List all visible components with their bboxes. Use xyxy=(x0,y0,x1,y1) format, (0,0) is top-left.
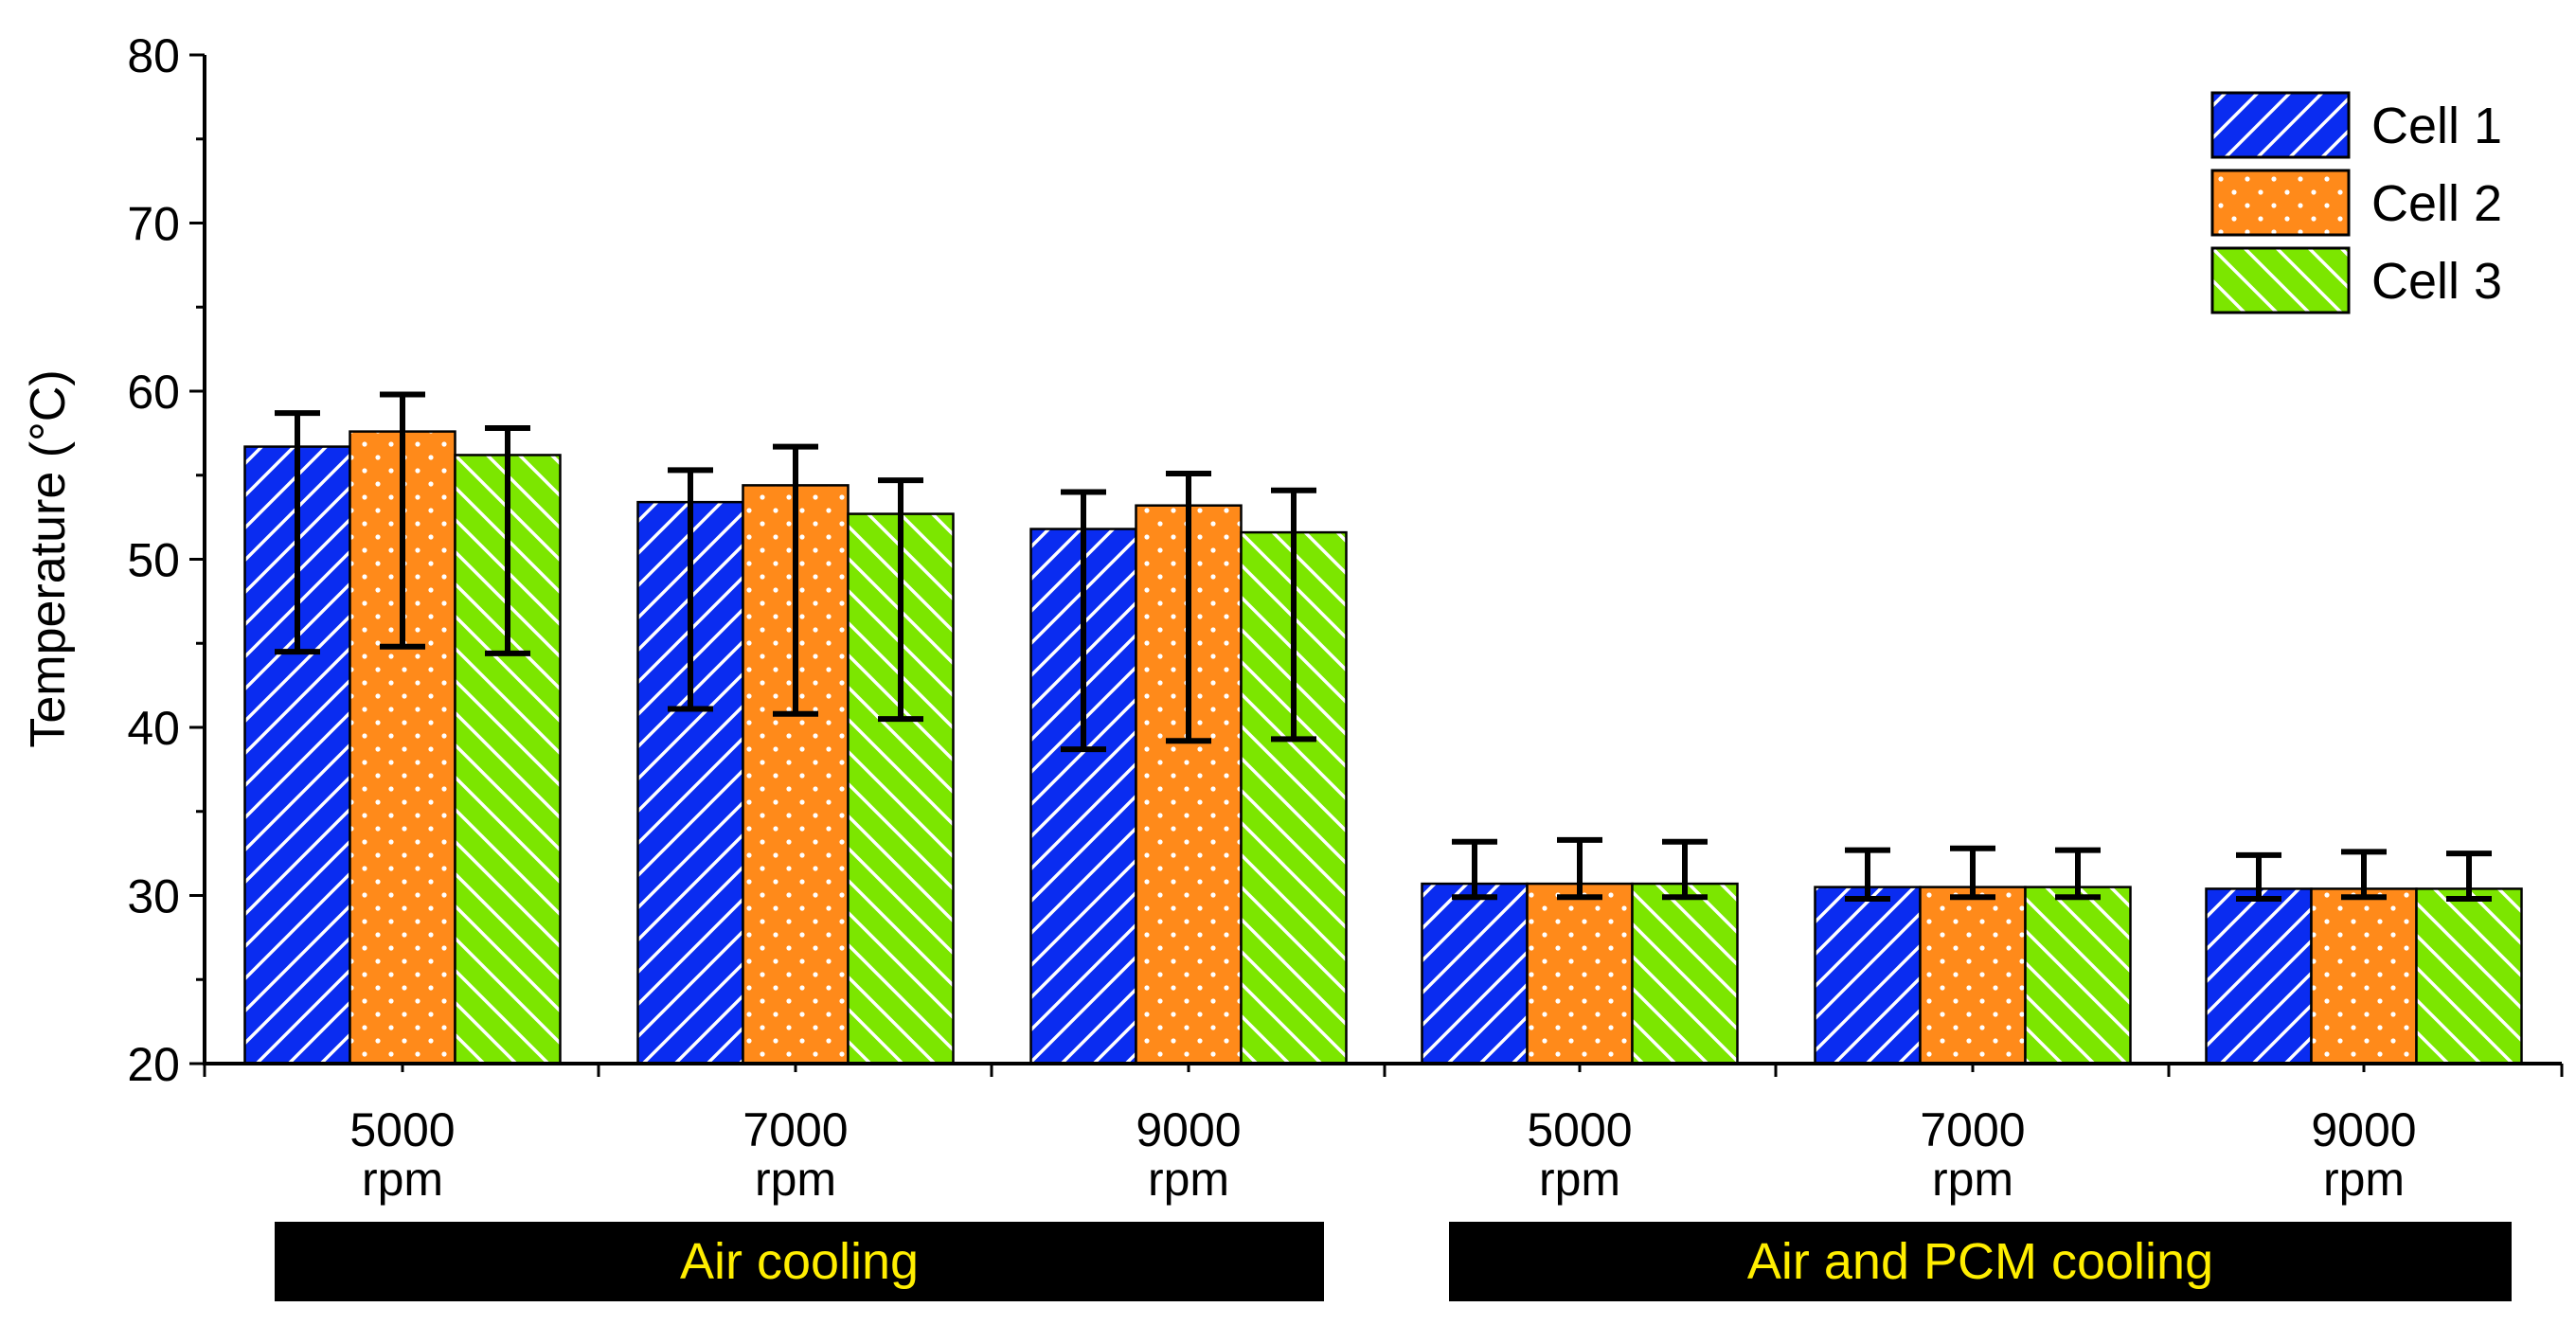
group-label-text: Air cooling xyxy=(680,1233,919,1290)
bar-cell-1-cat-4 xyxy=(1421,882,1529,1065)
legend-swatch xyxy=(2210,91,2351,159)
bars-layer xyxy=(243,430,2523,1065)
legend-item-cell-1: Cell 1 xyxy=(2210,91,2502,159)
x-tick-label-value: 9000 xyxy=(2311,1103,2416,1156)
legend-item-cell-2: Cell 2 xyxy=(2210,169,2502,237)
error-bar-cell-2-cat-1 xyxy=(380,391,425,650)
x-ticks: 5000rpm7000rpm9000rpm5000rpm7000rpm9000r… xyxy=(203,1064,2564,1206)
x-tick-label-value: 7000 xyxy=(742,1103,848,1156)
y-axis-label: Temperature (°C) xyxy=(21,369,76,747)
legend-label: Cell 1 xyxy=(2371,98,2502,154)
group-label-box xyxy=(1449,1222,2512,1301)
x-tick-label-unit: rpm xyxy=(1148,1153,1229,1206)
error-bar-cell-3-cat-3 xyxy=(1271,487,1316,743)
y-tick-label: 20 xyxy=(127,1038,180,1091)
bar-cell-3-cat-6 xyxy=(2415,887,2523,1065)
group-1: Air cooling xyxy=(275,1222,1324,1301)
error-bar-cell-2-cat-6 xyxy=(2341,849,2387,901)
y-tick-label: 30 xyxy=(127,870,180,923)
error-bar-cell-1-cat-6 xyxy=(2236,851,2281,903)
x-tick-label-value: 7000 xyxy=(1920,1103,2025,1156)
error-bar-cell-2-cat-5 xyxy=(1950,845,1995,901)
bar-cell-2-cat-6 xyxy=(2310,887,2418,1065)
bar-cell-3-cat-4 xyxy=(1631,882,1739,1065)
error-bar-cell-1-cat-2 xyxy=(668,467,713,712)
error-bar-cell-3-cat-4 xyxy=(1662,838,1708,901)
y-tick-label: 70 xyxy=(127,198,180,251)
y-tick-label: 80 xyxy=(127,29,180,82)
y-tick-label: 40 xyxy=(127,702,180,755)
legend-swatch xyxy=(2210,246,2351,314)
legend: Cell 1 Cell 2 Cell 3 xyxy=(2210,91,2502,314)
error-bar-cell-2-cat-4 xyxy=(1557,836,1602,901)
bar-cell-2-cat-4 xyxy=(1526,882,1634,1065)
legend-item-cell-3: Cell 3 xyxy=(2210,246,2502,314)
error-bar-cell-2-cat-2 xyxy=(773,443,818,717)
x-tick-label-unit: rpm xyxy=(1932,1153,2013,1206)
legend-label: Cell 2 xyxy=(2371,175,2502,232)
bar-cell-3-cat-5 xyxy=(2024,886,2132,1065)
error-bar-cell-2-cat-3 xyxy=(1166,470,1211,744)
group-label-text: Air and PCM cooling xyxy=(1747,1233,2213,1290)
x-tick-label-unit: rpm xyxy=(1539,1153,1620,1206)
x-tick-label-unit: rpm xyxy=(362,1153,443,1206)
error-bar-cell-1-cat-5 xyxy=(1845,847,1890,903)
y-ticks: 20 30 40 50 60 70 80 xyxy=(127,29,205,1091)
error-bar-cell-1-cat-4 xyxy=(1452,838,1497,901)
error-bar-cell-3-cat-6 xyxy=(2446,851,2492,903)
x-tick-label-unit: rpm xyxy=(2323,1153,2405,1206)
legend-swatch xyxy=(2210,169,2351,237)
y-tick-label: 60 xyxy=(127,366,180,419)
group-labels: Air cooling Air and PCM cooling xyxy=(275,1222,2512,1301)
error-bar-cell-3-cat-5 xyxy=(2055,847,2101,901)
error-bar-cell-1-cat-1 xyxy=(275,410,320,655)
x-tick-label-value: 5000 xyxy=(349,1103,455,1156)
bar-cell-1-cat-6 xyxy=(2205,887,2313,1065)
group-2: Air and PCM cooling xyxy=(1449,1222,2512,1301)
x-tick-label-value: 5000 xyxy=(1527,1103,1632,1156)
bar-cell-1-cat-5 xyxy=(1814,886,1922,1065)
group-label-box xyxy=(275,1222,1324,1301)
error-bars-layer xyxy=(275,391,2492,903)
x-tick-label-value: 9000 xyxy=(1136,1103,1241,1156)
error-bar-cell-3-cat-1 xyxy=(485,425,530,656)
bar-cell-2-cat-5 xyxy=(1919,886,2027,1065)
y-tick-label: 50 xyxy=(127,534,180,587)
error-bar-cell-1-cat-3 xyxy=(1061,489,1106,753)
error-bar-cell-3-cat-2 xyxy=(878,477,923,723)
x-tick-label-unit: rpm xyxy=(755,1153,836,1206)
legend-label: Cell 3 xyxy=(2371,253,2502,310)
